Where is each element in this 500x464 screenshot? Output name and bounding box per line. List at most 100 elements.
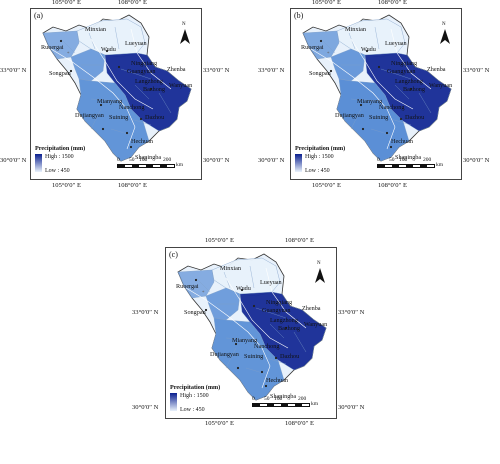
star-marker: * xyxy=(67,52,70,57)
coordinate-label: 108°0′0″ E xyxy=(118,182,147,189)
scale-tick: 0 xyxy=(377,157,380,163)
river xyxy=(310,48,396,150)
coordinate-label: 108°0′0″ E xyxy=(285,237,314,244)
place-label: Songpan xyxy=(309,70,331,77)
coordinate-label: 105°0′0″ E xyxy=(205,420,234,427)
precip-zone xyxy=(336,78,410,162)
place-label: Shapingba xyxy=(135,154,162,161)
precip-zone xyxy=(211,317,285,401)
legend-title: Precipitation (mm) xyxy=(170,384,221,391)
river xyxy=(90,38,154,110)
coordinate-label: 108°0′0″ E xyxy=(378,0,407,6)
place-label: Songpan xyxy=(49,70,71,77)
station-dot xyxy=(377,65,381,69)
station-dot xyxy=(149,87,153,91)
scale-bar: 0 50 100 200 km xyxy=(252,396,324,410)
station-dot xyxy=(264,384,268,388)
coordinate-label: 30°0′0″ N xyxy=(0,157,27,164)
river xyxy=(185,287,271,389)
river xyxy=(350,38,414,110)
place-label: Minxian xyxy=(345,26,366,33)
station-dot xyxy=(389,145,393,149)
place-label: Minxian xyxy=(220,265,241,272)
station-dot xyxy=(99,103,103,107)
precipitation-legend: Precipitation (mm) High : 1500 Low : 450 xyxy=(170,384,230,414)
place-label: Wanyuan xyxy=(169,82,193,89)
north-label: N xyxy=(442,22,446,27)
place-label: Suining xyxy=(369,114,389,121)
place-label: Nanchong xyxy=(119,104,145,111)
sub-basin-boundary xyxy=(350,84,432,136)
place-label: Wudu xyxy=(101,46,116,53)
place-label: Langzhong xyxy=(270,317,298,324)
station-dot xyxy=(139,117,143,121)
place-label: Shapingba xyxy=(395,154,422,161)
place-label: Wanyuan xyxy=(304,321,328,328)
legend-title: Precipitation (mm) xyxy=(35,145,86,152)
legend-high: High : 1500 xyxy=(45,154,74,160)
station-dot xyxy=(365,49,369,53)
coordinate-label: 33°0′0″ N xyxy=(132,309,159,316)
station-dot xyxy=(194,278,198,282)
place-label: Langzhong xyxy=(135,78,163,85)
legend-low: Low : 450 xyxy=(45,168,70,174)
station-dot xyxy=(252,304,256,308)
station-dot xyxy=(125,131,129,135)
place-label: Ruoergai xyxy=(176,283,199,290)
scale-tick: 50 xyxy=(389,157,395,163)
station-dot xyxy=(69,69,73,73)
scale-tick: 50 xyxy=(264,396,270,402)
scale-tick: 50 xyxy=(129,157,135,163)
legend-gradient xyxy=(295,154,302,172)
place-label: Suining xyxy=(244,353,264,360)
legend-low: Low : 450 xyxy=(305,168,330,174)
station-dot xyxy=(105,49,109,53)
place-label: Mianyang xyxy=(97,98,123,105)
legend-title: Precipitation (mm) xyxy=(295,145,346,152)
coordinate-label: 105°0′0″ E xyxy=(312,0,341,6)
place-label: Wudu xyxy=(236,285,251,292)
station-dot xyxy=(236,366,240,370)
place-label: Dujiangyan xyxy=(75,112,104,119)
place-label: Dazhou xyxy=(280,353,300,360)
place-label: Dujiangyan xyxy=(210,351,239,358)
north-label: N xyxy=(182,22,186,27)
coordinate-label: 105°0′0″ E xyxy=(52,0,81,6)
coordinate-label: 33°0′0″ N xyxy=(463,67,490,74)
place-label: Langzhong xyxy=(395,78,423,85)
place-label: Guangyuan xyxy=(127,68,156,75)
coordinate-label: 33°0′0″ N xyxy=(0,67,27,74)
place-label: Dazhou xyxy=(405,114,425,121)
scale-tick: 100 xyxy=(139,157,148,163)
map-panel-b: * (b) Minxian Ruoergai Wudu Lueyuan Songpan Nin… xyxy=(290,8,462,180)
place-label: Hechuan xyxy=(391,138,413,145)
coordinate-label: 108°0′0″ E xyxy=(118,0,147,6)
scale-unit: km xyxy=(311,401,319,407)
river xyxy=(390,28,432,90)
scale-tick: 0 xyxy=(252,396,255,402)
place-label: Hechuan xyxy=(266,377,288,384)
legend-gradient xyxy=(170,393,177,411)
place-label: Zhenba xyxy=(167,66,186,73)
place-label: Bazhong xyxy=(278,325,300,332)
coordinate-label: 105°0′0″ E xyxy=(52,182,81,189)
place-label: Bazhong xyxy=(143,86,165,93)
panel-label: (c) xyxy=(169,250,178,259)
precipitation-map: * xyxy=(302,14,452,162)
scale-bar: 0 50 100 200 km xyxy=(117,157,189,171)
river xyxy=(130,28,172,90)
scale-bar: 0 50 100 200 km xyxy=(377,157,449,171)
place-label: Zhenba xyxy=(302,305,321,312)
place-label: Ningqiang xyxy=(266,299,293,306)
place-label: Ningqiang xyxy=(391,60,418,67)
coordinate-label: 105°0′0″ E xyxy=(312,182,341,189)
coordinate-label: 30°0′0″ N xyxy=(463,157,490,164)
north-arrow-icon: N xyxy=(437,22,453,47)
station-dot xyxy=(319,39,323,43)
station-dot xyxy=(399,117,403,121)
station-dot xyxy=(59,39,63,43)
place-label: Lueyuan xyxy=(260,279,282,286)
river xyxy=(265,267,307,329)
place-label: Nanchong xyxy=(379,104,405,111)
precip-zone xyxy=(76,78,150,162)
